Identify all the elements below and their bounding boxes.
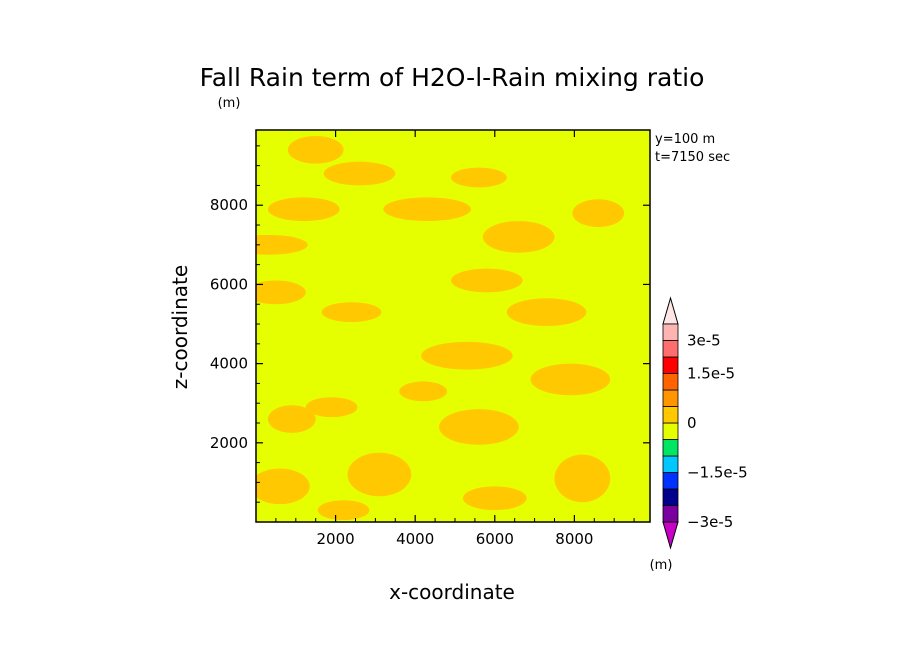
colorbar-swatch <box>662 323 679 341</box>
y-tick-label: 2000 <box>210 434 248 452</box>
field-patch <box>482 221 555 253</box>
field-patch <box>305 397 358 418</box>
field-patch <box>347 452 412 497</box>
x-axis-label: x-coordinate <box>389 580 515 604</box>
chart-title: Fall Rain term of H2O-l-Rain mixing rati… <box>200 63 705 92</box>
y-tick-label: 8000 <box>210 196 248 214</box>
y-tick-label: 6000 <box>210 275 248 293</box>
field-patch <box>439 409 519 445</box>
field-patch <box>383 197 471 222</box>
field-patch <box>530 363 611 396</box>
field-patch <box>572 199 625 228</box>
field-patch <box>321 302 382 323</box>
colorbar-swatch <box>662 472 679 490</box>
colorbar-label: 1.5e-5 <box>687 365 735 383</box>
field-patch <box>506 298 587 326</box>
colorbar-label: −3e-5 <box>687 513 733 531</box>
field-patch <box>287 135 344 164</box>
colorbar-swatch <box>662 505 679 523</box>
field-patch <box>554 454 611 503</box>
colorbar-swatch <box>662 406 679 424</box>
field-patch <box>317 500 370 521</box>
field-patch <box>399 381 448 402</box>
colorbar-swatch <box>662 455 679 473</box>
colorbar-top-triangle <box>662 296 679 325</box>
field-patch <box>451 268 523 293</box>
field-patch <box>462 486 527 511</box>
colorbar-swatch <box>662 488 679 506</box>
y-axis-ticks: 2000 4000 6000 8000 <box>210 145 650 503</box>
field-patch <box>267 405 316 433</box>
colorbar-swatch <box>662 389 679 407</box>
colorbar-swatch <box>662 356 679 374</box>
field-patch <box>421 341 513 370</box>
colorbar-bottom-triangle <box>662 521 679 550</box>
x-tick-label: 2000 <box>317 530 355 548</box>
field-patch <box>256 468 310 505</box>
colorbar-swatch <box>662 439 679 457</box>
plot-frame <box>255 129 651 523</box>
annotation-y: y=100 m <box>655 132 715 147</box>
field-patch <box>267 197 340 222</box>
x-tick-label: 6000 <box>476 530 514 548</box>
field-patch <box>451 167 507 188</box>
field-patch <box>256 280 306 305</box>
x-tick-label: 8000 <box>555 530 593 548</box>
colorbar: 3e-5 1.5e-5 0 −1.5e-5 −3e-5 <box>662 296 748 550</box>
field-patches <box>256 135 625 521</box>
x-axis-ticks: 2000 4000 6000 8000 <box>275 130 635 548</box>
colorbar-label: 3e-5 <box>687 332 721 350</box>
chart-subtitle: (m) <box>218 96 241 111</box>
colorbar-swatch <box>662 422 679 440</box>
field-patch <box>323 161 396 186</box>
y-tick-label: 4000 <box>210 355 248 373</box>
annotation-t: t=7150 sec <box>655 150 730 165</box>
colorbar-label: 0 <box>687 414 697 432</box>
field-patch <box>256 234 308 255</box>
colorbar-swatch <box>662 373 679 391</box>
colorbar-unit: (m) <box>650 558 673 573</box>
x-tick-label: 4000 <box>396 530 434 548</box>
plot-area <box>255 129 651 523</box>
colorbar-swatch <box>662 340 679 358</box>
colorbar-label: −1.5e-5 <box>687 464 748 482</box>
y-axis-label: z-coordinate <box>168 265 192 389</box>
